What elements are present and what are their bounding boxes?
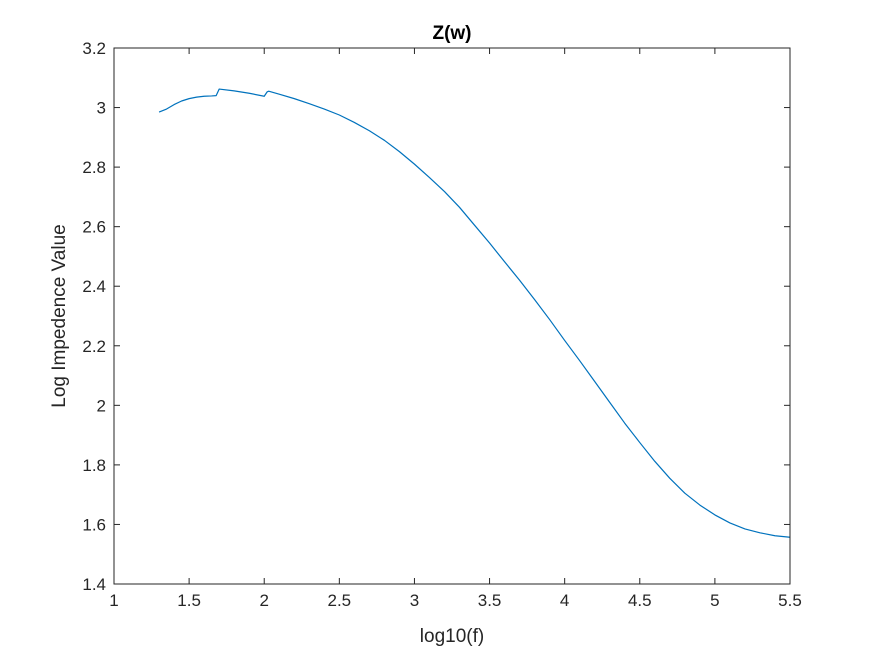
y-axis-label: Log Impedence Value [49,224,70,407]
axis-ticks: 1 1.5 2 2.5 3 3.5 4 4.5 5 5.5 1.4 1.6 1.8 2 2.2 2.4 2.6 2… [82,39,801,610]
y-tick-label: 2.4 [82,277,106,296]
x-axis-label: log10(f) [420,626,484,647]
y-tick-label: 3 [97,99,106,118]
plot-area-border [113,47,791,585]
plot-area-background [114,48,790,584]
x-tick-label: 5 [710,591,719,610]
x-tick-label: 4 [560,591,569,610]
chart-title: Z(w) [432,23,471,44]
y-tick-label: 2.6 [82,218,106,237]
x-tick-label: 4.5 [628,591,652,610]
x-tick-label: 2.5 [328,591,352,610]
series-line-0 [158,88,791,538]
y-tick-label: 2.8 [82,158,106,177]
y-tick-label: 1.8 [82,456,106,475]
y-tick-label: 2 [97,396,106,415]
y-tick-label: 1.6 [82,515,106,534]
y-tick-label: 3.2 [82,39,106,58]
plot-lines [158,88,791,538]
x-tick-label: 2 [259,591,268,610]
y-tick-label: 1.4 [82,575,106,594]
y-tick-label: 2.2 [82,337,106,356]
x-tick-label: 3 [410,591,419,610]
x-tick-label: 5.5 [778,591,802,610]
x-tick-label: 3.5 [478,591,502,610]
x-tick-label: 1 [109,591,118,610]
x-tick-label: 1.5 [177,591,201,610]
